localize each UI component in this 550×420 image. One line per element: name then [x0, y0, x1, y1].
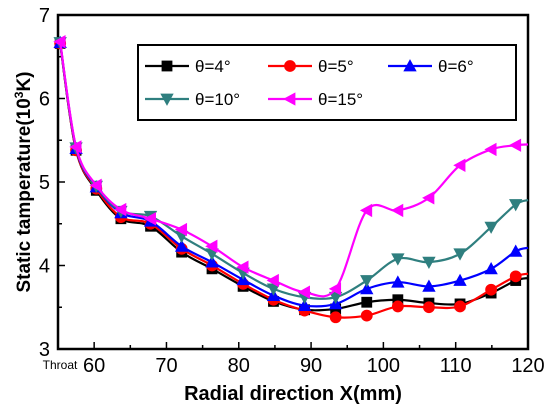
data-point	[361, 296, 373, 308]
y-axis-label: Static tamperature(103K)	[12, 71, 35, 292]
legend-marker	[161, 60, 173, 72]
data-point	[422, 256, 436, 269]
data-point	[453, 273, 467, 286]
x-axis-label: Radial direction X(mm)	[184, 383, 402, 405]
data-point	[329, 311, 342, 324]
data-point	[205, 239, 218, 253]
legend-entry-3: θ=6°	[388, 57, 474, 76]
legend-label: θ=4°	[195, 57, 231, 76]
legend-marker	[284, 60, 296, 72]
legend-label: θ=6°	[438, 57, 474, 76]
data-point	[174, 222, 188, 237]
data-point	[391, 275, 405, 288]
data-point	[174, 239, 189, 252]
data-point	[454, 300, 466, 313]
legend-label: θ=15°	[318, 90, 363, 109]
legend-label: θ=5°	[318, 57, 354, 76]
data-point	[114, 202, 127, 217]
legend: θ=4° θ=5° θ=6° θ=10° θ=15°	[137, 44, 517, 121]
data-point	[422, 191, 435, 205]
x-tick-label: 70	[155, 355, 177, 377]
legend-entry-4: θ=10°	[145, 90, 240, 109]
legend-entry-5: θ=15°	[268, 90, 363, 109]
data-point	[391, 300, 404, 313]
data-point	[485, 283, 498, 296]
x-tick-label: 60	[83, 355, 105, 377]
x-tick-label: 100	[367, 355, 400, 377]
series-layer	[53, 35, 529, 324]
y-tick-label: 4	[39, 256, 50, 278]
data-point	[359, 203, 373, 218]
data-point	[143, 212, 156, 226]
data-point	[297, 285, 310, 299]
y-tick-label: 5	[39, 172, 50, 194]
data-point	[328, 282, 342, 296]
data-point	[53, 35, 66, 49]
x-tick-label: Throat	[43, 358, 78, 372]
data-point	[297, 298, 312, 311]
data-point	[236, 260, 249, 274]
axis-ticks: Throat 60 70 80 90 100 110 120 3 4 5 6 7	[39, 5, 545, 377]
data-point	[484, 262, 498, 275]
x-tick-label: 80	[228, 355, 250, 377]
data-point	[360, 282, 374, 295]
y-axis-label-superscript: 3	[12, 91, 26, 98]
y-tick-label: 7	[39, 5, 50, 27]
data-point	[484, 142, 497, 157]
data-point	[360, 275, 374, 288]
data-point	[509, 270, 522, 283]
data-point	[69, 140, 82, 154]
data-point	[484, 221, 498, 234]
data-point	[360, 309, 373, 322]
data-point	[89, 178, 102, 193]
data-point	[422, 279, 436, 292]
data-point	[509, 199, 523, 212]
legend-entry-1: θ=4°	[145, 57, 231, 76]
data-point	[509, 244, 523, 257]
data-point	[508, 138, 522, 152]
data-point	[453, 248, 467, 261]
x-tick-label: 110	[440, 355, 472, 377]
x-tick-label: 120	[511, 355, 544, 377]
legend-marker	[283, 92, 296, 106]
x-tick-label: 90	[300, 355, 322, 377]
data-point	[205, 255, 219, 268]
series-5	[53, 35, 529, 299]
data-point	[266, 273, 279, 288]
data-point	[453, 158, 466, 172]
y-axis-label-end: K)	[14, 71, 35, 91]
data-point	[391, 203, 404, 218]
data-point	[423, 301, 435, 314]
y-tick-label: 3	[39, 339, 50, 361]
y-tick-label: 6	[39, 89, 50, 111]
legend-label: θ=10°	[195, 90, 240, 109]
legend-box	[137, 44, 517, 121]
legend-marker	[160, 93, 174, 106]
legend-entry-2: θ=5°	[268, 57, 354, 76]
data-point	[391, 253, 405, 266]
legend-marker	[403, 59, 417, 72]
y-axis-label-main: Static tamperature(10	[14, 98, 35, 292]
